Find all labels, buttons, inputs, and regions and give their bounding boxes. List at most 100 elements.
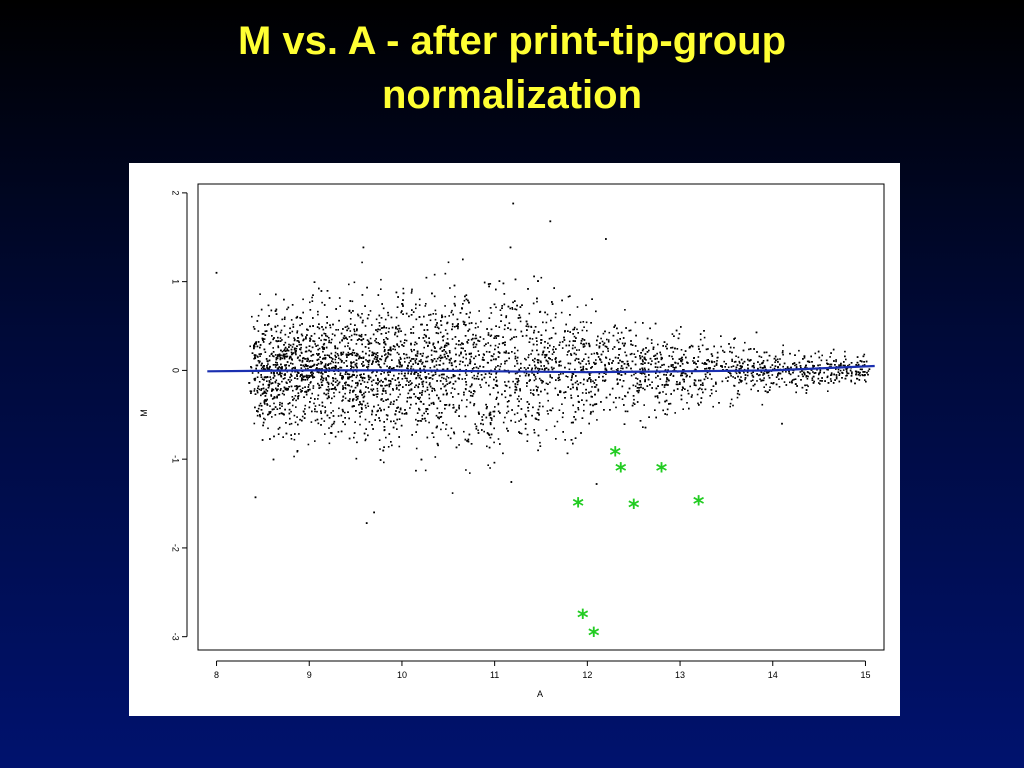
scatter-point (469, 385, 472, 388)
scatter-point (513, 413, 516, 416)
scatter-point (367, 365, 370, 368)
scatter-point (740, 358, 743, 361)
scatter-point (543, 369, 546, 371)
scatter-point (281, 350, 284, 353)
scatter-point (387, 353, 390, 355)
scatter-point (367, 368, 369, 370)
scatter-point (579, 321, 582, 324)
scatter-point (618, 373, 621, 375)
scatter-point (725, 377, 727, 379)
scatter-point (528, 373, 530, 376)
scatter-point (472, 337, 474, 340)
scatter-point (302, 339, 304, 342)
scatter-point (253, 347, 255, 350)
scatter-point (495, 372, 497, 375)
scatter-point (431, 387, 434, 390)
scatter-point (507, 327, 509, 329)
scatter-point (454, 326, 456, 328)
scatter-point (301, 387, 304, 389)
scatter-point (301, 334, 304, 337)
scatter-point (452, 404, 455, 406)
scatter-point (349, 391, 351, 394)
scatter-point (336, 353, 339, 355)
scatter-point (369, 310, 372, 312)
scatter-point (382, 449, 385, 452)
scatter-point (549, 344, 551, 347)
scatter-point (356, 339, 359, 341)
scatter-point (483, 430, 485, 433)
scatter-point (508, 371, 510, 374)
scatter-point (370, 380, 373, 383)
scatter-point (572, 421, 574, 424)
scatter-point (344, 397, 347, 400)
scatter-point (742, 362, 744, 365)
scatter-point (505, 350, 507, 352)
scatter-point (284, 353, 286, 356)
scatter-point (320, 378, 322, 381)
scatter-point (277, 373, 280, 376)
scatter-point (593, 352, 596, 355)
scatter-point (562, 372, 564, 375)
scatter-point (428, 393, 430, 396)
scatter-point (287, 388, 289, 391)
scatter-point (363, 381, 366, 383)
scatter-point (325, 379, 328, 381)
scatter-point (367, 387, 369, 389)
scatter-point (324, 410, 327, 412)
scatter-point (515, 336, 518, 338)
scatter-point (538, 402, 541, 404)
scatter-point (278, 413, 281, 415)
scatter-point (576, 380, 578, 382)
scatter-point (583, 339, 586, 341)
scatter-point (697, 356, 700, 358)
scatter-point (564, 439, 566, 441)
scatter-point (310, 397, 312, 399)
scatter-point (326, 397, 329, 400)
scatter-point (396, 407, 398, 409)
scatter-point (732, 404, 734, 407)
scatter-point (325, 371, 327, 373)
scatter-point (779, 372, 782, 375)
scatter-point (771, 374, 774, 376)
scatter-point (444, 350, 447, 353)
scatter-point (676, 348, 679, 350)
scatter-point (421, 363, 423, 365)
scatter-point (364, 346, 367, 348)
scatter-point (262, 387, 265, 390)
scatter-point (327, 392, 330, 395)
scatter-point (426, 324, 428, 326)
scatter-point (520, 418, 522, 421)
scatter-point (371, 371, 373, 374)
scatter-point (755, 331, 758, 334)
scatter-point (793, 378, 795, 381)
scatter-point (340, 366, 343, 369)
scatter-point (680, 372, 683, 375)
scatter-point (697, 345, 700, 348)
scatter-point (327, 383, 330, 386)
scatter-point (536, 372, 539, 374)
scatter-point (427, 344, 429, 347)
scatter-point (445, 378, 447, 380)
scatter-point (318, 347, 321, 350)
scatter-point (469, 311, 471, 314)
scatter-point (255, 343, 257, 345)
scatter-point (712, 405, 714, 408)
scatter-point (320, 290, 323, 292)
scatter-point (534, 367, 537, 370)
scatter-point (591, 298, 593, 300)
scatter-point (410, 342, 412, 345)
scatter-point (607, 350, 609, 352)
scatter-point (582, 369, 585, 371)
scatter-point (276, 368, 279, 370)
scatter-point (427, 355, 429, 358)
scatter-point (759, 378, 761, 380)
scatter-point (451, 323, 454, 325)
scatter-point (541, 380, 543, 382)
scatter-point (709, 395, 711, 397)
scatter-point (585, 342, 588, 345)
scatter-point (489, 423, 492, 426)
scatter-point (569, 362, 572, 365)
scatter-point (812, 364, 814, 367)
scatter-point (385, 436, 387, 439)
scatter-point (495, 325, 497, 327)
